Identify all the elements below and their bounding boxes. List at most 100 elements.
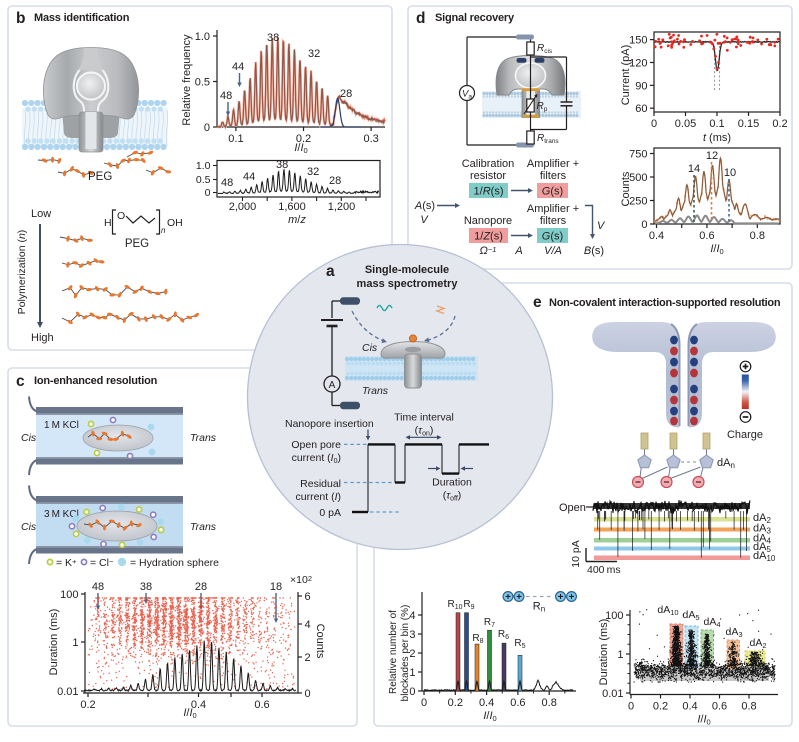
svg-text:+: +: [516, 592, 522, 603]
svg-text:a: a: [326, 263, 335, 280]
svg-text:10: 10: [724, 167, 736, 179]
svg-text:dA5: dA5: [682, 609, 699, 622]
svg-text:×102: ×102: [290, 574, 312, 586]
svg-text:m/z: m/z: [288, 214, 306, 226]
svg-text:150: 150: [629, 35, 647, 47]
svg-text:Duration (ms): Duration (ms): [598, 619, 610, 686]
svg-text:OH: OH: [167, 217, 183, 229]
svg-text:38: 38: [267, 32, 279, 44]
svg-text:Polymerization (n): Polymerization (n): [16, 230, 28, 315]
svg-text:Cis: Cis: [21, 521, 37, 533]
svg-text:38: 38: [276, 159, 288, 171]
svg-text:1/R(s): 1/R(s): [474, 186, 504, 198]
svg-text:1.0: 1.0: [195, 31, 210, 43]
svg-text:Trans: Trans: [190, 521, 217, 533]
svg-text:0: 0: [409, 686, 415, 698]
svg-text:current (I0): current (I0): [292, 452, 341, 465]
svg-text:R8: R8: [472, 633, 483, 645]
svg-text:dA5: dA5: [753, 541, 771, 554]
svg-text:V: V: [420, 214, 429, 226]
svg-text:+: +: [505, 592, 511, 603]
svg-text:1: 1: [409, 667, 415, 679]
svg-text:1,600: 1,600: [278, 201, 306, 213]
svg-text:4: 4: [409, 610, 415, 622]
svg-text:2: 2: [409, 648, 415, 660]
svg-text:dA3: dA3: [725, 626, 742, 639]
svg-text:2,000: 2,000: [229, 201, 257, 213]
svg-text:0.2: 0.2: [653, 701, 668, 713]
svg-text:0.6: 0.6: [254, 699, 269, 711]
svg-text:Calibration: Calibration: [462, 158, 515, 170]
svg-text:A: A: [514, 245, 522, 257]
svg-text:dA3: dA3: [753, 523, 771, 536]
svg-text:R6: R6: [498, 629, 509, 641]
svg-text:c: c: [16, 373, 25, 390]
svg-text:current (I): current (I): [295, 491, 341, 503]
svg-text:0.4: 0.4: [479, 697, 494, 709]
svg-text:0.4: 0.4: [649, 230, 664, 242]
svg-text:3: 3: [409, 629, 415, 641]
svg-text:dA4: dA4: [703, 616, 720, 629]
svg-text:High: High: [31, 332, 54, 344]
svg-text:Nanopore insertion: Nanopore insertion: [285, 418, 374, 430]
svg-text:PEG: PEG: [88, 171, 112, 183]
svg-text:Duration: Duration: [432, 477, 472, 489]
svg-text:+: +: [569, 592, 575, 603]
svg-text:100: 100: [60, 589, 78, 601]
svg-text:n: n: [161, 226, 166, 235]
svg-text:0.01: 0.01: [602, 688, 623, 700]
svg-text:0.4: 0.4: [191, 699, 206, 711]
svg-text:0.8: 0.8: [741, 701, 756, 713]
svg-text:44: 44: [243, 171, 255, 183]
svg-text:0.05: 0.05: [675, 118, 696, 130]
svg-text:14: 14: [688, 163, 700, 175]
svg-text:0: 0: [305, 688, 311, 700]
svg-text:Va: Va: [462, 89, 472, 101]
svg-text:60: 60: [635, 103, 647, 115]
svg-text:32: 32: [307, 166, 319, 178]
svg-text:Duration (ms): Duration (ms): [48, 609, 60, 676]
svg-text:1.0: 1.0: [196, 160, 211, 172]
svg-text:Single-molecule: Single-molecule: [365, 264, 449, 276]
svg-text:dA2: dA2: [749, 637, 766, 650]
svg-text:Current (pA): Current (pA): [620, 45, 632, 106]
svg-text:0.6: 0.6: [510, 697, 525, 709]
svg-text:1/Z(s): 1/Z(s): [474, 231, 503, 243]
svg-text:0.01: 0.01: [57, 686, 78, 698]
svg-text:750: 750: [629, 149, 647, 161]
svg-text:28: 28: [195, 581, 207, 593]
svg-text:Charge: Charge: [727, 429, 763, 441]
svg-text:Amplifier +: Amplifier +: [527, 203, 579, 215]
svg-text:Cis: Cis: [21, 432, 37, 444]
svg-text:0: 0: [421, 697, 427, 709]
svg-text:0.2: 0.2: [448, 697, 463, 709]
svg-text:resistor: resistor: [470, 170, 506, 182]
svg-text:0.1: 0.1: [709, 118, 724, 130]
svg-text:250: 250: [629, 196, 647, 208]
svg-text:400 ms: 400 ms: [587, 564, 621, 576]
svg-text:500: 500: [629, 172, 647, 184]
svg-text:Low: Low: [31, 208, 51, 220]
svg-text:1 M KCl: 1 M KCl: [44, 420, 79, 431]
svg-text:2: 2: [305, 652, 311, 664]
svg-text:28: 28: [340, 88, 352, 100]
svg-text:G(s): G(s): [542, 186, 563, 198]
svg-text:48: 48: [220, 90, 232, 102]
svg-text:0: 0: [641, 219, 647, 231]
svg-text:4: 4: [305, 619, 311, 631]
svg-text:Counts: Counts: [620, 171, 632, 206]
svg-text:90: 90: [635, 80, 647, 92]
svg-text:32: 32: [308, 48, 320, 60]
svg-text:V: V: [597, 220, 606, 232]
svg-text:0.4: 0.4: [682, 701, 697, 713]
svg-text:V/A: V/A: [544, 245, 562, 257]
svg-text:dAn: dAn: [717, 457, 735, 470]
svg-text:Relative number of: Relative number of: [388, 610, 399, 694]
svg-text:I/I0: I/I0: [710, 243, 723, 256]
svg-text:b: b: [16, 10, 25, 27]
svg-text:0.2: 0.2: [772, 118, 787, 130]
svg-text:0: 0: [651, 118, 657, 130]
svg-text:dA2: dA2: [753, 512, 771, 525]
svg-text:I/I0: I/I0: [294, 142, 307, 155]
svg-text:28: 28: [329, 175, 341, 187]
